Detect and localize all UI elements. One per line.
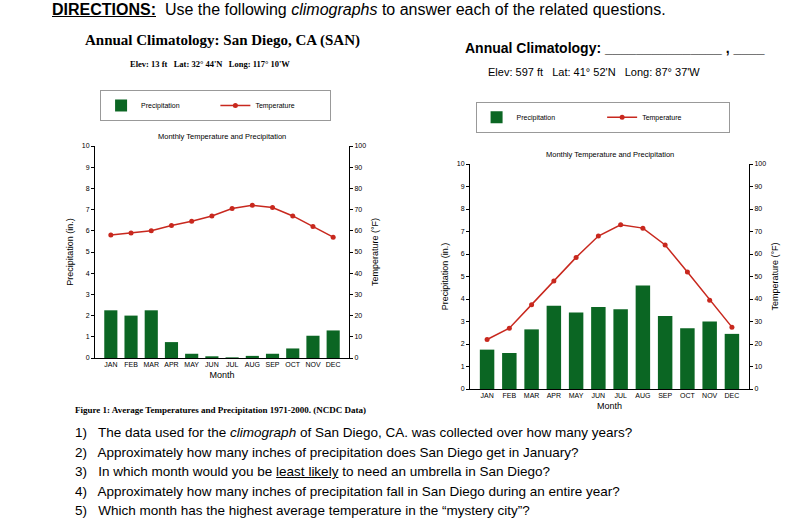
svg-text:7: 7 bbox=[86, 206, 90, 213]
svg-text:90: 90 bbox=[754, 183, 762, 190]
svg-text:FEB: FEB bbox=[124, 361, 138, 368]
svg-text:NOV: NOV bbox=[702, 392, 718, 399]
svg-text:40: 40 bbox=[354, 270, 362, 277]
svg-text:0: 0 bbox=[461, 385, 465, 392]
html-text:Elev: 13 ft Lat: 32° 44'N Long: Elev: 13 ft Lat: 32° 44'N Long: 117° 10'… bbox=[130, 59, 290, 69]
svg-text:9: 9 bbox=[86, 164, 90, 171]
svg-text:AUG: AUG bbox=[245, 361, 260, 368]
svg-text:1: 1 bbox=[86, 333, 90, 340]
svg-text:50: 50 bbox=[354, 248, 362, 255]
svg-text:10: 10 bbox=[754, 363, 762, 370]
svg-text:8: 8 bbox=[86, 185, 90, 192]
svg-text:MAY: MAY bbox=[569, 392, 584, 399]
svg-text:NOV: NOV bbox=[305, 361, 321, 368]
svg-text:60: 60 bbox=[754, 250, 762, 257]
svg-text:Temperature: Temperature bbox=[642, 114, 681, 122]
svg-text:SEP: SEP bbox=[658, 392, 672, 399]
html-text:Figure 1: Average Temperatures: Figure 1: Average Temperatures and Preci… bbox=[75, 405, 367, 415]
svg-text:90: 90 bbox=[354, 164, 362, 171]
html-text:Elev: 597 ft Lat: 41° 52'N Lon: Elev: 597 ft Lat: 41° 52'N Long: 87° 37'… bbox=[488, 66, 700, 78]
svg-text:Month: Month bbox=[597, 401, 622, 411]
svg-text:10: 10 bbox=[457, 160, 465, 167]
svg-text:Temperature: Temperature bbox=[255, 102, 294, 110]
svg-text:10: 10 bbox=[354, 333, 362, 340]
html-text:Annual Climatology: San Diego,: Annual Climatology: San Diego, CA (SAN) bbox=[85, 32, 360, 48]
svg-text:3: 3 bbox=[461, 318, 465, 325]
svg-text:8: 8 bbox=[461, 205, 465, 212]
html-text:3) In which month would you be: 3) In which month would you be least lik… bbox=[75, 464, 550, 479]
svg-text:APR: APR bbox=[547, 392, 561, 399]
svg-text:100: 100 bbox=[754, 160, 766, 167]
svg-text:Monthly Temperature and Precip: Monthly Temperature and Precipitation bbox=[158, 132, 286, 141]
svg-text:OCT: OCT bbox=[285, 361, 301, 368]
svg-text:7: 7 bbox=[461, 228, 465, 235]
svg-text:Precipitation: Precipitation bbox=[141, 102, 180, 110]
svg-text:APR: APR bbox=[164, 361, 178, 368]
svg-text:50: 50 bbox=[754, 273, 762, 280]
svg-text:2: 2 bbox=[461, 340, 465, 347]
svg-text:SEP: SEP bbox=[266, 361, 280, 368]
svg-text:80: 80 bbox=[754, 205, 762, 212]
html-text:5) Which month has the highest: 5) Which month has the highest average t… bbox=[75, 503, 530, 518]
html-text:DIRECTIONS: Use the following: DIRECTIONS: Use the following climograph… bbox=[52, 1, 666, 18]
svg-text:20: 20 bbox=[354, 312, 362, 319]
svg-text:80: 80 bbox=[354, 185, 362, 192]
svg-text:JUL: JUL bbox=[614, 392, 627, 399]
svg-text:30: 30 bbox=[354, 291, 362, 298]
svg-text:0: 0 bbox=[754, 385, 758, 392]
svg-text:Precipitation: Precipitation bbox=[517, 114, 556, 122]
svg-text:Monthly Temperature and Precip: Monthly Temperature and Precipitation bbox=[546, 150, 674, 159]
svg-text:70: 70 bbox=[754, 228, 762, 235]
svg-text:JUN: JUN bbox=[592, 392, 606, 399]
svg-text:40: 40 bbox=[754, 295, 762, 302]
svg-text:0: 0 bbox=[86, 354, 90, 361]
svg-text:FEB: FEB bbox=[503, 392, 517, 399]
svg-text:6: 6 bbox=[461, 250, 465, 257]
svg-text:DEC: DEC bbox=[326, 361, 341, 368]
svg-text:Temperature (°F): Temperature (°F) bbox=[770, 242, 780, 310]
svg-text:OCT: OCT bbox=[680, 392, 696, 399]
svg-text:10: 10 bbox=[82, 142, 90, 149]
svg-text:4: 4 bbox=[461, 295, 465, 302]
svg-text:JUL: JUL bbox=[226, 361, 239, 368]
svg-text:JUN: JUN bbox=[205, 361, 219, 368]
svg-text:MAR: MAR bbox=[524, 392, 540, 399]
svg-text:4: 4 bbox=[86, 270, 90, 277]
svg-text:20: 20 bbox=[754, 340, 762, 347]
svg-text:100: 100 bbox=[354, 142, 366, 149]
svg-text:Temperature (°F): Temperature (°F) bbox=[370, 218, 380, 286]
svg-text:6: 6 bbox=[86, 227, 90, 234]
svg-text:5: 5 bbox=[86, 248, 90, 255]
html-text:Annual Climatology: __________: Annual Climatology: _______________ , __… bbox=[465, 40, 765, 56]
svg-text:0: 0 bbox=[354, 354, 358, 361]
svg-text:JAN: JAN bbox=[104, 361, 117, 368]
html-text:4) Approximately how many inch: 4) Approximately how many inches of prec… bbox=[75, 483, 620, 499]
svg-text:9: 9 bbox=[461, 183, 465, 190]
html-text:1) The data used for the climo: 1) The data used for the climograph of S… bbox=[75, 425, 633, 440]
svg-text:MAR: MAR bbox=[143, 361, 159, 368]
svg-text:5: 5 bbox=[461, 273, 465, 280]
svg-text:2: 2 bbox=[86, 312, 90, 319]
svg-text:MAY: MAY bbox=[184, 361, 199, 368]
svg-text:1: 1 bbox=[461, 363, 465, 370]
svg-text:70: 70 bbox=[354, 206, 362, 213]
svg-text:Precipitation (in.): Precipitation (in.) bbox=[440, 243, 450, 311]
svg-text:JAN: JAN bbox=[480, 392, 493, 399]
svg-text:AUG: AUG bbox=[635, 392, 650, 399]
svg-text:3: 3 bbox=[86, 291, 90, 298]
svg-text:Precipitation (in.): Precipitation (in.) bbox=[65, 218, 75, 286]
svg-text:Month: Month bbox=[209, 370, 234, 380]
html-text:2) Approximately how many inch: 2) Approximately how many inches of prec… bbox=[75, 444, 579, 460]
svg-text:DEC: DEC bbox=[725, 392, 740, 399]
svg-text:30: 30 bbox=[754, 318, 762, 325]
svg-text:60: 60 bbox=[354, 227, 362, 234]
